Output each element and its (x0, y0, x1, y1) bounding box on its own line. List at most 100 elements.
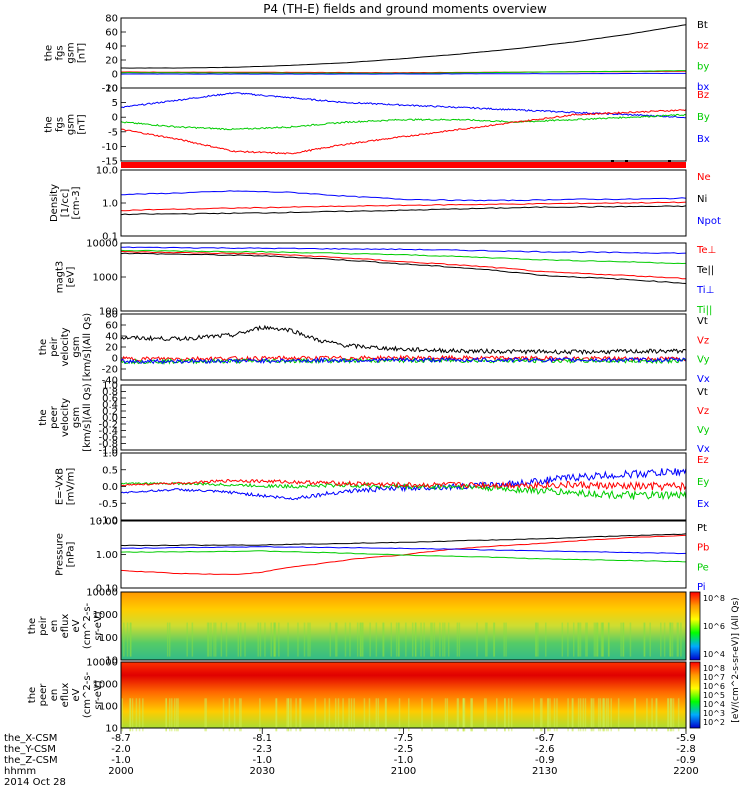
panel-2: thefgsgsm[nT] 10 5 0 -5 -10 -15 Bz By Bx (44, 84, 710, 168)
series-Bt (121, 24, 687, 69)
ytick-label: 1000 (93, 680, 118, 691)
ytick-label: 0 (112, 70, 118, 81)
colorbar-lower (689, 661, 701, 729)
ytick-label: -0.2 (98, 420, 118, 431)
xaxis-value: -1.0 (252, 755, 272, 766)
panel-8-ylabel: Pressure[nPa] (55, 533, 77, 576)
panel-8: Pressure[nPa] 10.00 1.00 0.10 Pt Pb Pe Pi (55, 517, 710, 595)
series-by (121, 70, 686, 74)
colorbar-tick: 10^3 (703, 709, 725, 718)
legend-Ti||: Ti|| (696, 305, 712, 316)
xaxis-value: -7.5 (394, 733, 414, 744)
ytick-label: 20 (105, 343, 118, 354)
colorbar-tick: 10^2 (703, 718, 725, 727)
ytick-label: 80 (105, 14, 118, 25)
ytick-label: -1.0 (98, 446, 118, 457)
xaxis-row-label: 2014 Oct 28 (4, 777, 66, 788)
legend-Pe: Pe (697, 562, 709, 573)
panel-frame (120, 169, 687, 237)
panel-frame (120, 313, 687, 381)
xaxis-value: -2.8 (676, 744, 696, 755)
chart-title: P4 (TH-E) fields and ground moments over… (263, 2, 547, 16)
ytick-label: -5 (108, 127, 118, 138)
xaxis-value: 2030 (250, 766, 275, 777)
colorbar-label: [eV/(cm^2-s-sr-eV)] (All Qs) (731, 597, 741, 722)
ytick-label: 0 (112, 354, 118, 365)
colorbar-tick: 10^8 (703, 594, 725, 603)
colorbar-tick: 10^6 (703, 622, 725, 631)
xaxis-row-label: hhmm (4, 766, 36, 777)
panel-frame (120, 452, 687, 521)
ytick-label: -0.6 (98, 433, 118, 444)
ytick-label: -20 (102, 365, 118, 376)
legend-Ti⊥: Ti⊥ (696, 285, 714, 296)
colorbar-tick: 10^8 (703, 664, 725, 673)
ytick-label: 0.0 (102, 413, 118, 424)
panel-5: thepeirvelocitygsm[km/s](All Qs) 80604020… (38, 310, 710, 387)
panel-10: thepeerenefluxeV(cm^2-s-sr-eV) 10000 1000 1… (27, 658, 687, 735)
ytick-label: -15 (102, 157, 118, 168)
xaxis-value: -2.3 (252, 744, 272, 755)
ytick-label: 10.00 (89, 517, 118, 528)
series-Vz (120, 354, 687, 362)
xaxis-row-label: the_Z-CSM (4, 755, 58, 766)
legend-Bz: Bz (697, 90, 709, 101)
ytick-label: 1000 (93, 610, 118, 621)
panel-3: Density[1/cc][cm-3] 10.0 1.0 0.1 Ne Ni Npot (49, 166, 721, 243)
legend-Pi: Pi (697, 582, 706, 593)
panel-frame (120, 17, 687, 89)
ytick-label: -20 (102, 84, 118, 95)
legend-bx: bx (697, 82, 709, 93)
xaxis-value: -5.9 (676, 733, 696, 744)
ytick-label: -0.5 (98, 499, 118, 510)
ytick-label: 0 (112, 113, 118, 124)
ytick-label: 10 (105, 724, 118, 735)
legend-Pt: Pt (697, 523, 707, 534)
panel-4-ylabel: magt3[eV] (55, 261, 77, 294)
ytick-label: 0.1 (102, 232, 118, 243)
ytick-label: 10000 (86, 239, 118, 250)
xaxis-value: -2.0 (111, 744, 131, 755)
ytick-label: 0.2 (102, 407, 118, 418)
panel-6-ylabel: thepeervelocitygsm[km/s](All Qs) (38, 383, 93, 451)
legend-Ex: Ex (697, 499, 709, 510)
ytick-label: 0.0 (102, 482, 118, 493)
legend-Ni: Ni (697, 194, 707, 205)
panel-6: thepeervelocitygsm[km/s](All Qs) 1.00.80.… (38, 381, 710, 457)
legend-Ez: Ez (697, 455, 709, 466)
legend-Te⊥: Te⊥ (696, 245, 716, 256)
legend-Vx: Vx (697, 374, 710, 385)
series-Vt (120, 324, 687, 356)
colorbar-tick: 10^4 (703, 650, 725, 659)
colorbar-tick: 10^4 (703, 700, 725, 709)
ytick-label: -40 (102, 376, 118, 387)
series-Vx (120, 356, 687, 365)
xaxis-value: -0.9 (535, 755, 555, 766)
ytick-label: -10 (102, 142, 118, 153)
series-Pe (120, 550, 687, 563)
panel-frame (120, 520, 687, 589)
colorbar-tick: 10^6 (703, 682, 725, 691)
ytick-label: 0.6 (102, 394, 118, 405)
panel-7: E=-VxB[mV/m] 1.0 0.5 0.0 -0.5 -1.0 Ez Ey Ex (55, 449, 710, 527)
ytick-label: 0.5 (102, 465, 118, 476)
legend-bz: bz (697, 41, 709, 52)
colorbar: 10^810^610^410^810^710^610^510^410^310^2… (689, 591, 741, 729)
series-Ti|| (120, 249, 687, 265)
ytick-label: 100 (99, 633, 118, 644)
panel-1: thefgsgsm[nT] 80 60 40 20 0 -20 Bt bz by bx (44, 14, 710, 95)
series-Vy (120, 357, 687, 365)
ytick-label: 1.00 (96, 550, 118, 561)
legend-Npot: Npot (697, 216, 721, 227)
ytick-label: 20 (105, 56, 118, 67)
colorbar-upper (689, 591, 701, 661)
xaxis-value: -8.7 (111, 733, 131, 744)
ytick-label: 100 (99, 307, 118, 318)
panel-7-ylabel: E=-VxB[mV/m] (55, 468, 77, 506)
legend-Bt: Bt (697, 20, 708, 31)
xaxis-value: -6.7 (535, 733, 555, 744)
legend-Vz: Vz (697, 406, 709, 417)
legend-Vx: Vx (697, 444, 710, 455)
legend-Ne: Ne (697, 172, 711, 183)
